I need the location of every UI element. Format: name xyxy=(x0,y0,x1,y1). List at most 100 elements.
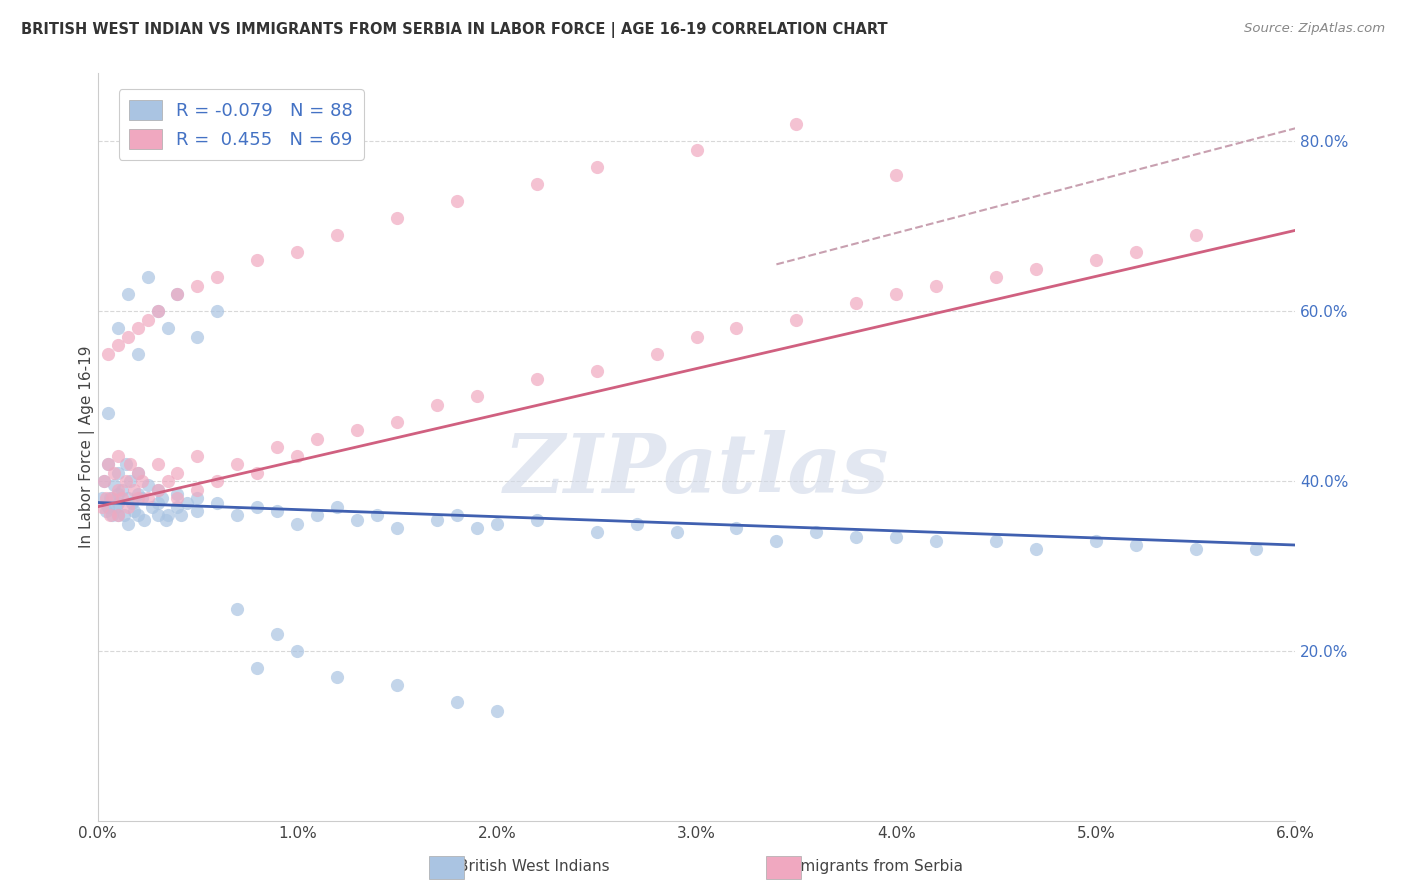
Point xyxy=(1125,538,1147,552)
Point xyxy=(110,483,132,497)
Point xyxy=(465,521,488,535)
Point xyxy=(207,304,229,318)
Point xyxy=(685,329,707,343)
Text: BRITISH WEST INDIAN VS IMMIGRANTS FROM SERBIA IN LABOR FORCE | AGE 16-19 CORRELA: BRITISH WEST INDIAN VS IMMIGRANTS FROM S… xyxy=(21,22,887,38)
Point xyxy=(226,508,249,523)
Point xyxy=(127,321,149,335)
Point xyxy=(845,295,868,310)
Point xyxy=(131,491,153,506)
Point xyxy=(127,508,149,523)
Point xyxy=(107,449,129,463)
Point xyxy=(107,483,129,497)
Point xyxy=(585,364,607,378)
Point xyxy=(146,483,169,497)
Point xyxy=(665,525,688,540)
Point xyxy=(107,508,129,523)
Point xyxy=(100,491,122,506)
Point xyxy=(366,508,388,523)
Point xyxy=(207,495,229,509)
Point xyxy=(307,432,329,446)
Point xyxy=(97,406,120,420)
Point xyxy=(1244,542,1267,557)
Point xyxy=(166,491,188,506)
Point xyxy=(94,504,117,518)
Point xyxy=(176,495,198,509)
Point xyxy=(186,278,208,293)
Point xyxy=(984,533,1007,548)
Point xyxy=(127,487,149,501)
Point xyxy=(136,270,159,285)
Point xyxy=(585,525,607,540)
Point xyxy=(132,512,155,526)
Point xyxy=(626,516,648,531)
Point xyxy=(326,500,349,514)
Point xyxy=(98,491,121,506)
Point xyxy=(97,457,120,471)
Point xyxy=(485,516,508,531)
Point xyxy=(1125,244,1147,259)
Point xyxy=(266,440,288,454)
Point xyxy=(93,475,115,489)
Point xyxy=(207,475,229,489)
Point xyxy=(266,627,288,641)
Point xyxy=(446,695,468,709)
Point xyxy=(136,491,159,506)
Point xyxy=(346,423,368,437)
Point xyxy=(446,194,468,208)
Point xyxy=(166,287,188,301)
Point xyxy=(526,372,548,386)
Point xyxy=(136,478,159,492)
Point xyxy=(114,475,136,489)
Point xyxy=(107,487,129,501)
Point xyxy=(170,508,193,523)
Point xyxy=(346,512,368,526)
Point xyxy=(186,483,208,497)
Point xyxy=(1025,261,1047,276)
Point xyxy=(141,500,163,514)
Point xyxy=(156,321,179,335)
Text: ZIPatlas: ZIPatlas xyxy=(503,430,890,509)
Point xyxy=(121,495,143,509)
Point xyxy=(246,500,269,514)
Point xyxy=(385,521,408,535)
Point xyxy=(127,466,149,480)
Point xyxy=(110,491,132,506)
Point xyxy=(845,529,868,543)
Point xyxy=(97,346,120,360)
Point xyxy=(884,287,907,301)
Point xyxy=(226,602,249,616)
Point xyxy=(925,278,948,293)
Point xyxy=(1184,542,1206,557)
Point xyxy=(285,244,308,259)
Point xyxy=(246,661,269,675)
Point xyxy=(93,475,115,489)
Point xyxy=(166,500,188,514)
Point xyxy=(118,457,141,471)
Text: British West Indians: British West Indians xyxy=(458,859,610,874)
Point xyxy=(285,644,308,658)
Point xyxy=(117,516,139,531)
Point xyxy=(385,678,408,692)
Point xyxy=(156,508,179,523)
Point xyxy=(246,253,269,268)
Point xyxy=(146,483,169,497)
Point xyxy=(246,466,269,480)
Point xyxy=(146,457,169,471)
Point xyxy=(326,670,349,684)
Point xyxy=(485,704,508,718)
Text: Source: ZipAtlas.com: Source: ZipAtlas.com xyxy=(1244,22,1385,36)
Point xyxy=(127,491,149,506)
Point xyxy=(117,500,139,514)
Point xyxy=(186,449,208,463)
Point xyxy=(117,287,139,301)
Point xyxy=(117,491,139,506)
Point xyxy=(112,508,135,523)
Point xyxy=(984,270,1007,285)
Point xyxy=(884,529,907,543)
Point xyxy=(103,478,125,492)
Point xyxy=(107,321,129,335)
Point xyxy=(103,466,125,480)
Point xyxy=(446,508,468,523)
Point xyxy=(97,457,120,471)
Point xyxy=(104,500,127,514)
